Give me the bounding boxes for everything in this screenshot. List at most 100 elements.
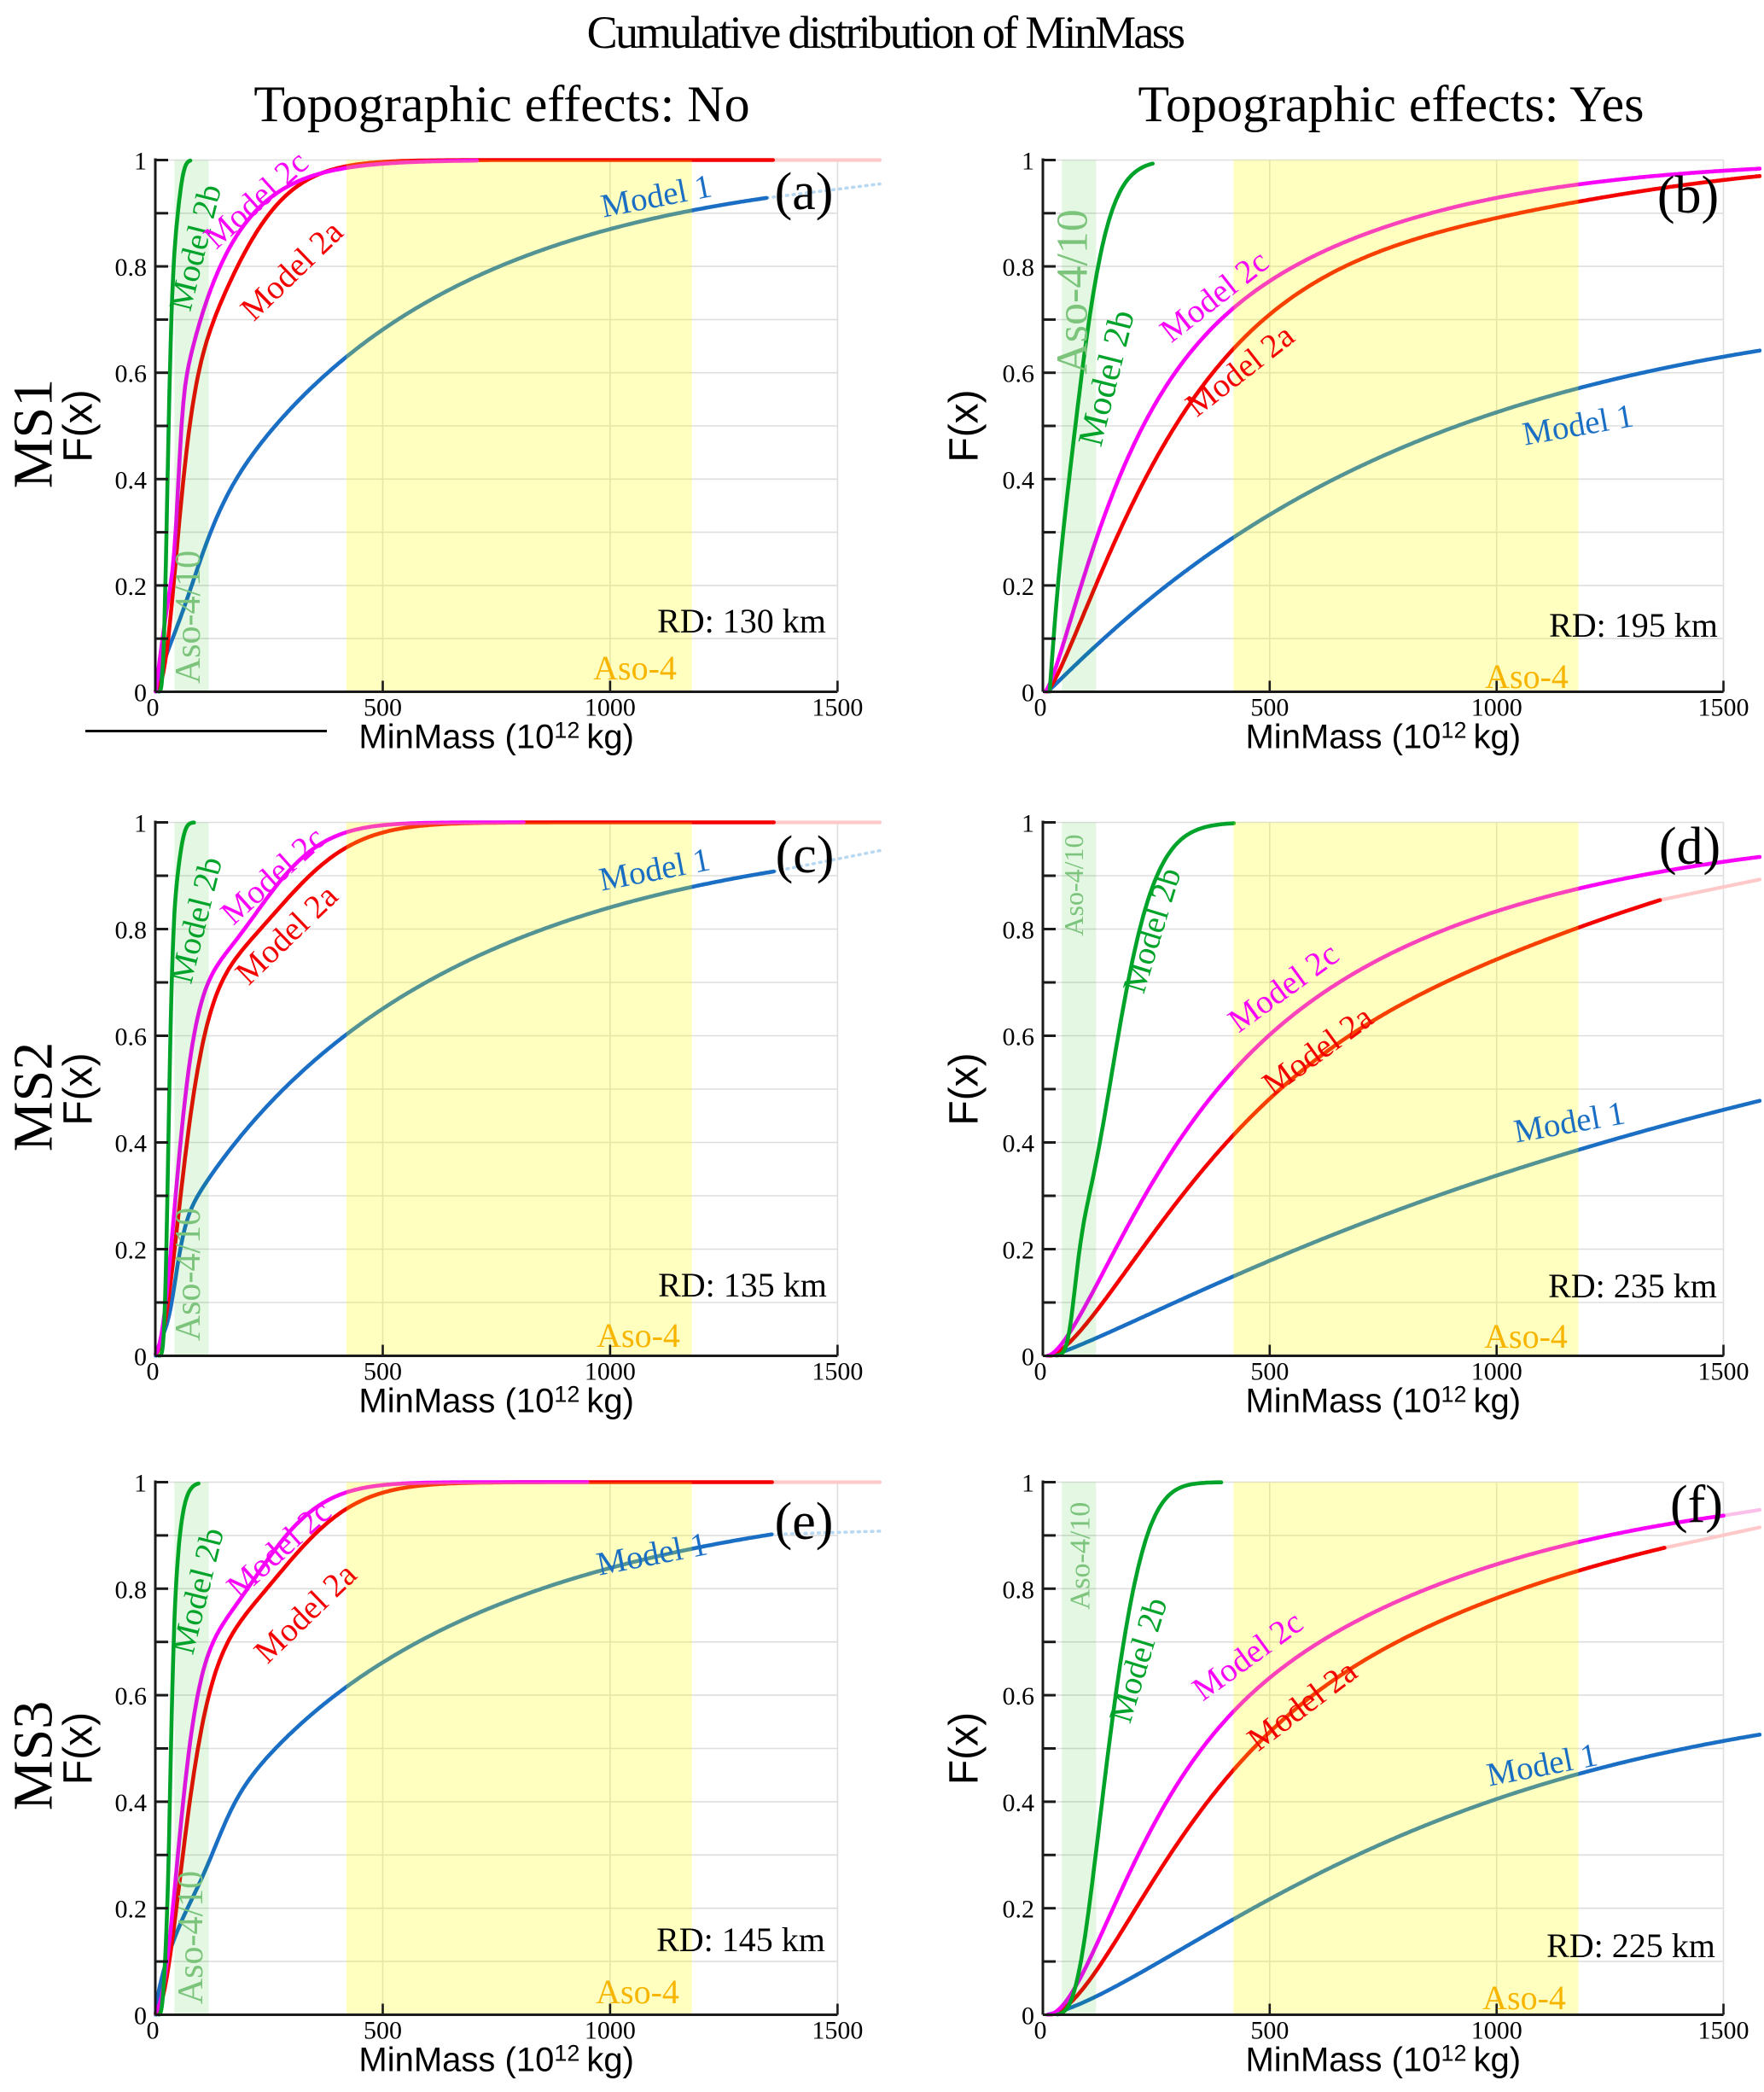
svg-text:0: 0 (147, 694, 160, 722)
svg-text:RD: 235 km: RD: 235 km (1548, 1267, 1717, 1305)
svg-text:MinMass (1012 kg): MinMass (1012 kg) (1245, 1382, 1521, 1420)
svg-text:1000: 1000 (585, 2017, 636, 2045)
svg-text:F(x): F(x) (56, 389, 102, 462)
svg-text:Cumulative distribution of Min: Cumulative distribution of MinMass (587, 7, 1185, 58)
svg-text:0.2: 0.2 (115, 1896, 148, 1924)
svg-text:Aso-4: Aso-4 (597, 1316, 680, 1355)
svg-text:RD: 135 km: RD: 135 km (658, 1266, 827, 1304)
svg-text:1500: 1500 (1698, 694, 1749, 722)
svg-text:0.6: 0.6 (1003, 360, 1035, 388)
svg-text:0: 0 (1022, 679, 1034, 708)
svg-text:0.8: 0.8 (1003, 917, 1035, 945)
svg-text:MS1: MS1 (3, 379, 65, 488)
svg-text:Aso-4: Aso-4 (1482, 1978, 1566, 2017)
svg-text:0.8: 0.8 (115, 917, 148, 945)
svg-text:Aso-4/10: Aso-4/10 (169, 551, 208, 684)
svg-text:MinMass (1012 kg): MinMass (1012 kg) (358, 1382, 634, 1420)
svg-text:F(x): F(x) (942, 1052, 987, 1125)
svg-text:F(x): F(x) (56, 1052, 102, 1125)
svg-text:1000: 1000 (585, 694, 636, 722)
svg-text:500: 500 (364, 1358, 402, 1386)
svg-text:F(x): F(x) (942, 389, 987, 462)
svg-text:1: 1 (134, 148, 147, 176)
svg-text:0.8: 0.8 (115, 1576, 148, 1604)
svg-text:Aso-4/10: Aso-4/10 (172, 1871, 211, 2004)
svg-text:1000: 1000 (1471, 1358, 1522, 1386)
svg-text:0.2: 0.2 (115, 1237, 148, 1265)
svg-text:500: 500 (364, 694, 402, 722)
svg-text:0.8: 0.8 (1003, 253, 1035, 282)
svg-text:MinMass (1012 kg): MinMass (1012 kg) (1245, 2041, 1521, 2079)
svg-text:500: 500 (364, 2017, 402, 2045)
svg-text:0.4: 0.4 (115, 1130, 148, 1158)
svg-text:0: 0 (1034, 694, 1047, 722)
svg-text:0: 0 (134, 2002, 147, 2031)
svg-text:0.4: 0.4 (115, 1789, 148, 1817)
svg-text:0.2: 0.2 (115, 573, 148, 601)
svg-text:MinMass (1012 kg): MinMass (1012 kg) (358, 718, 634, 756)
svg-text:0.8: 0.8 (1003, 1576, 1035, 1604)
svg-text:1500: 1500 (812, 1358, 863, 1386)
svg-text:1500: 1500 (1698, 1358, 1749, 1386)
svg-text:0: 0 (147, 1358, 160, 1386)
svg-text:0.2: 0.2 (1003, 1896, 1035, 1924)
svg-text:0.6: 0.6 (115, 1682, 148, 1710)
svg-text:0.2: 0.2 (1003, 573, 1035, 601)
svg-text:1000: 1000 (1471, 694, 1522, 722)
svg-text:1000: 1000 (585, 1358, 636, 1386)
svg-text:(f): (f) (1670, 1476, 1723, 1534)
svg-text:0: 0 (134, 679, 147, 708)
svg-text:MinMass (1012 kg): MinMass (1012 kg) (358, 2041, 634, 2079)
svg-text:0.4: 0.4 (1003, 1789, 1035, 1817)
svg-text:500: 500 (1250, 1358, 1289, 1386)
svg-text:0.4: 0.4 (115, 466, 148, 494)
svg-text:0.6: 0.6 (1003, 1682, 1035, 1710)
svg-text:MinMass (1012 kg): MinMass (1012 kg) (1245, 718, 1521, 756)
svg-text:(e): (e) (775, 1493, 834, 1551)
svg-text:1500: 1500 (812, 694, 863, 722)
svg-text:Aso-4/10: Aso-4/10 (1058, 834, 1089, 935)
svg-text:1500: 1500 (1698, 2017, 1749, 2045)
svg-text:1: 1 (1022, 810, 1034, 838)
svg-text:F(x): F(x) (942, 1712, 987, 1785)
svg-text:F(x): F(x) (56, 1712, 102, 1785)
svg-text:0.4: 0.4 (1003, 466, 1035, 494)
svg-text:1000: 1000 (1471, 2017, 1522, 2045)
svg-text:Aso-4/10: Aso-4/10 (1065, 1502, 1097, 1611)
svg-text:RD: 195 km: RD: 195 km (1549, 606, 1718, 644)
svg-text:0.2: 0.2 (1003, 1237, 1035, 1265)
svg-text:Aso-4/10: Aso-4/10 (169, 1208, 208, 1341)
svg-text:(a): (a) (775, 163, 834, 221)
svg-text:Aso-4: Aso-4 (596, 1973, 679, 2011)
svg-text:500: 500 (1250, 2017, 1289, 2045)
svg-text:0: 0 (134, 1343, 147, 1372)
svg-text:0: 0 (1022, 1343, 1034, 1372)
svg-text:1: 1 (1022, 148, 1034, 176)
svg-text:1: 1 (134, 1470, 147, 1498)
svg-text:RD: 130 km: RD: 130 km (657, 602, 826, 640)
svg-text:0.8: 0.8 (115, 253, 148, 282)
svg-text:Topographic effects: Yes: Topographic effects: Yes (1138, 76, 1645, 132)
svg-text:0: 0 (147, 2017, 160, 2045)
svg-text:Aso-4: Aso-4 (1485, 657, 1569, 696)
svg-text:1500: 1500 (812, 2017, 863, 2045)
svg-text:Aso-4: Aso-4 (593, 649, 677, 687)
svg-text:0.6: 0.6 (115, 1023, 148, 1052)
svg-text:MS3: MS3 (3, 1701, 65, 1810)
svg-text:Aso-4: Aso-4 (1484, 1317, 1568, 1355)
svg-text:1: 1 (134, 810, 147, 838)
svg-text:500: 500 (1250, 694, 1289, 722)
svg-text:Aso-4/10: Aso-4/10 (1049, 209, 1097, 375)
svg-text:0: 0 (1022, 2002, 1034, 2031)
svg-text:Topographic effects: No: Topographic effects: No (253, 76, 749, 132)
svg-text:(d): (d) (1659, 818, 1720, 876)
svg-text:0.6: 0.6 (115, 360, 148, 388)
svg-text:RD: 145 km: RD: 145 km (656, 1920, 825, 1959)
svg-text:0: 0 (1034, 1358, 1047, 1386)
svg-text:0: 0 (1034, 2017, 1047, 2045)
svg-text:0.6: 0.6 (1003, 1023, 1035, 1052)
svg-text:1: 1 (1022, 1470, 1034, 1498)
svg-text:MS2: MS2 (3, 1042, 65, 1151)
svg-text:0.4: 0.4 (1003, 1130, 1035, 1158)
svg-text:RD: 225 km: RD: 225 km (1546, 1926, 1715, 1965)
